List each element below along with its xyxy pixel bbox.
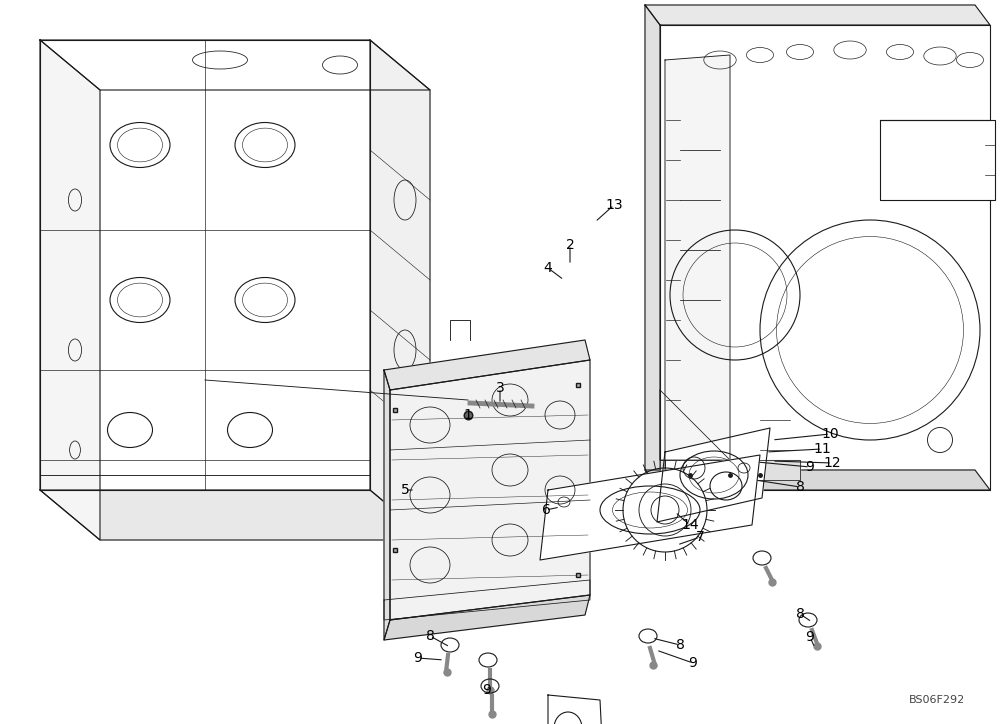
Text: 14: 14 [681, 518, 699, 532]
Text: 8: 8 [676, 638, 684, 652]
Text: 9: 9 [806, 630, 814, 644]
Text: BS06F292: BS06F292 [909, 695, 965, 705]
Text: 8: 8 [796, 607, 804, 621]
Text: 10: 10 [821, 427, 839, 441]
Polygon shape [660, 460, 800, 480]
Text: 13: 13 [605, 198, 623, 212]
Text: 6: 6 [542, 503, 550, 517]
Text: 3: 3 [496, 381, 504, 395]
Polygon shape [540, 455, 760, 560]
Polygon shape [370, 40, 430, 540]
Text: 5: 5 [401, 483, 409, 497]
Polygon shape [645, 5, 990, 25]
Polygon shape [40, 40, 430, 90]
Polygon shape [40, 40, 370, 490]
Text: 9: 9 [414, 651, 422, 665]
Text: 8: 8 [796, 480, 804, 494]
Text: 2: 2 [566, 238, 574, 252]
Text: 1: 1 [464, 408, 472, 422]
Text: 4: 4 [544, 261, 552, 275]
Polygon shape [657, 428, 770, 522]
Polygon shape [40, 40, 100, 540]
Text: 9: 9 [689, 656, 697, 670]
Polygon shape [384, 595, 590, 640]
Polygon shape [390, 360, 590, 620]
Polygon shape [384, 370, 390, 640]
Polygon shape [665, 55, 730, 470]
Text: 9: 9 [483, 683, 491, 697]
Polygon shape [645, 470, 990, 490]
Text: 11: 11 [813, 442, 831, 456]
Polygon shape [645, 5, 660, 490]
Text: 12: 12 [823, 456, 841, 470]
Text: 7: 7 [696, 530, 704, 544]
Polygon shape [548, 695, 602, 724]
Text: 8: 8 [426, 629, 434, 643]
Polygon shape [40, 490, 430, 540]
Polygon shape [384, 340, 590, 390]
Text: 9: 9 [806, 460, 814, 474]
Polygon shape [660, 25, 990, 490]
